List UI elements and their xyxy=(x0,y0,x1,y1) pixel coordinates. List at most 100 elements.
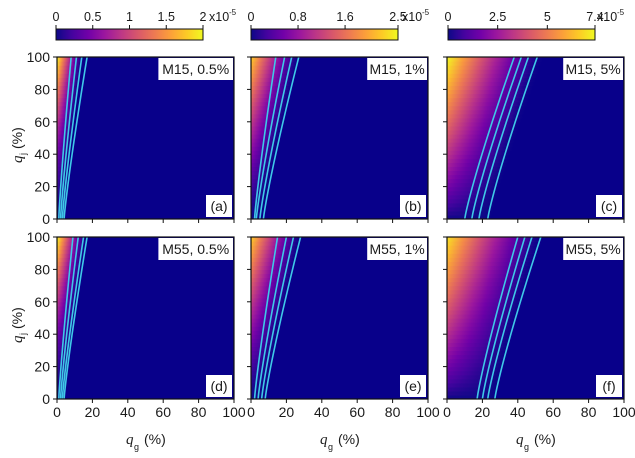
heatmap-cell-row xyxy=(251,154,276,159)
panel-tag-box xyxy=(596,375,622,397)
x-tick-label: 40 xyxy=(510,404,526,420)
heatmap-cell-row xyxy=(447,257,538,262)
heatmap-cell-row xyxy=(251,133,281,139)
colorbar-tick-label: 0.5 xyxy=(84,10,101,24)
panel-tag: (a) xyxy=(210,198,227,214)
x-tick-label: 80 xyxy=(385,404,401,420)
contour-line xyxy=(264,237,302,399)
heatmap-cell-row xyxy=(447,85,534,90)
x-label-unit-2: (%) xyxy=(338,431,360,447)
panel-label-box xyxy=(563,238,623,260)
contour-line xyxy=(494,237,542,399)
heatmap-cell-row xyxy=(447,194,498,200)
heatmap-cell-row xyxy=(447,318,519,323)
heatmap-cell-row xyxy=(57,194,65,200)
x-label-symbol-3: q xyxy=(516,432,524,448)
heatmap-cell-row xyxy=(251,297,287,303)
heatmap-cell-row xyxy=(251,309,284,315)
heatmap-cell-row xyxy=(447,261,536,266)
colorbar-2: 0 0.8 1.6 2.5 x10 -5 xyxy=(248,8,430,41)
heatmap-cell-row xyxy=(447,354,508,360)
heatmap-cell-row xyxy=(447,73,538,78)
heatmap-cell-row xyxy=(447,105,527,111)
x-tick-label: 60 xyxy=(155,404,171,420)
heatmap-cell-row xyxy=(447,237,544,242)
heatmap-cell-row xyxy=(447,101,528,107)
contour-line xyxy=(260,237,295,399)
panel-b: M15, 1% (b) xyxy=(247,56,429,223)
panel-label: M15, 1% xyxy=(369,61,424,77)
heatmap-cell-row xyxy=(57,318,75,323)
heatmap-cell-row xyxy=(251,301,286,307)
contour-lines xyxy=(57,237,88,399)
x-axis-label-3: q g (%) xyxy=(516,431,556,452)
contour-line xyxy=(59,237,80,399)
heatmap-cell-row xyxy=(447,366,505,372)
panel-ticks xyxy=(443,56,625,223)
x-tick-label: 80 xyxy=(581,404,597,420)
y-label-subscript: j xyxy=(18,153,28,156)
contour-line xyxy=(463,57,516,219)
heatmap-cell-row xyxy=(251,166,273,171)
colorbar-tick-label: 1 xyxy=(126,10,133,24)
panel-label: M15, 5% xyxy=(565,61,620,77)
colorbar-1: 0 0.5 1 1.5 2 x10 -5 xyxy=(53,8,237,41)
y-tick-label: 60 xyxy=(34,294,50,310)
panel-d: 0 20 40 60 80 100 0 20 40 60 80 100 M55, 0.5% (d) xyxy=(27,229,246,420)
panel-label: M55, 1% xyxy=(369,241,424,257)
panel-frame xyxy=(446,236,625,400)
heatmap-cell-row xyxy=(447,142,514,147)
heatmap-cell-row xyxy=(57,198,65,204)
panel-label-box xyxy=(367,238,427,260)
y-tick-label: 40 xyxy=(34,326,50,342)
heatmap-cell-row xyxy=(251,186,268,192)
heatmap-cell-row xyxy=(251,362,272,368)
y-axis-label-top: q j (%) xyxy=(9,127,28,163)
x-axis-label-2: q g (%) xyxy=(320,431,360,452)
colorbar-tick-label: 1.5 xyxy=(158,10,175,24)
heatmap-cell-row xyxy=(57,214,63,219)
colorbar-1-multiplier: x10 xyxy=(209,10,229,24)
panel-e: 0 20 40 60 80 100 M55, 1% (e) xyxy=(247,236,440,420)
x-label-subscript-2: g xyxy=(328,442,333,452)
heatmap-field xyxy=(447,57,544,219)
heatmap-cell-row xyxy=(251,121,284,127)
heatmap-cell-row xyxy=(447,162,508,167)
x-tick-label: 60 xyxy=(545,404,561,420)
colorbar-2-bar xyxy=(250,28,399,41)
heatmap-cell-row xyxy=(251,129,282,135)
heatmap-cell-row xyxy=(447,166,507,171)
heatmap-cell-row xyxy=(251,370,271,376)
heatmap-cell-row xyxy=(447,289,527,295)
panel-label-box xyxy=(367,58,427,80)
heatmap-cell-row xyxy=(447,305,522,311)
colorbar-3-multiplier: x10 xyxy=(597,10,617,24)
heatmap-cell-row xyxy=(251,142,279,147)
colorbar-tick-label: 1.6 xyxy=(336,10,353,24)
heatmap-cell-row xyxy=(251,158,275,163)
contour-line xyxy=(63,237,88,399)
heatmap-cell-row xyxy=(447,129,519,135)
heatmap-cell-row xyxy=(57,362,69,368)
heatmap-cell-row xyxy=(447,125,520,131)
colorbar-tick-label: 0 xyxy=(53,10,60,24)
heatmap-cell-row xyxy=(251,354,274,360)
contour-line xyxy=(257,237,288,399)
heatmap-cell-row xyxy=(251,322,282,327)
heatmap-cell-row xyxy=(57,338,72,343)
x-tick-label: 60 xyxy=(349,404,365,420)
contour-line xyxy=(253,237,279,399)
panel-tag: (c) xyxy=(601,198,617,214)
x-label-subscript-3: g xyxy=(524,442,529,452)
heatmap-cell-row xyxy=(251,105,288,111)
panel-label: M15, 0.5% xyxy=(162,61,229,77)
heatmap-cell-row xyxy=(447,293,526,299)
heatmap-cell-row xyxy=(251,293,288,299)
heatmap-cell-row xyxy=(57,210,63,216)
x-tick-label: 0 xyxy=(443,404,451,420)
y-tick-label: 60 xyxy=(34,114,50,130)
colorbar-3: 0 2.5 5 7.4 x10 -5 xyxy=(445,8,625,41)
contour-line xyxy=(481,237,526,399)
heatmap-cell-row xyxy=(447,350,509,356)
heatmap-cell-row xyxy=(251,342,277,347)
